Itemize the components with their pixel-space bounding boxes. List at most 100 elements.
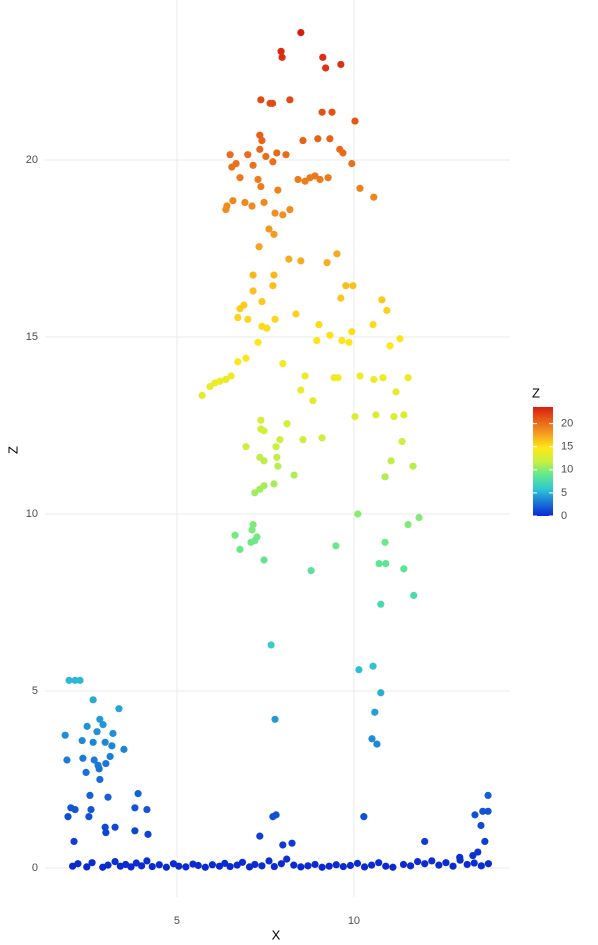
point (87, 805, 95, 814)
point (226, 151, 234, 159)
point (307, 567, 315, 575)
point (248, 526, 256, 534)
point (318, 434, 326, 442)
point (279, 359, 287, 368)
point (267, 641, 275, 649)
point (354, 510, 362, 518)
point (115, 705, 123, 713)
point (260, 556, 268, 564)
point (270, 862, 278, 871)
point (348, 328, 356, 336)
point (382, 559, 390, 568)
point (479, 807, 487, 815)
point (396, 335, 404, 343)
point (328, 108, 336, 116)
point (428, 857, 436, 865)
point (338, 336, 346, 345)
point (74, 860, 82, 868)
point (64, 813, 72, 821)
point (279, 211, 287, 219)
point (271, 209, 279, 217)
point (194, 861, 202, 870)
point (248, 202, 256, 210)
point (355, 666, 363, 674)
point (334, 374, 342, 382)
point (249, 161, 257, 169)
x-axis-title: X (272, 927, 281, 942)
point (83, 722, 91, 730)
point (309, 397, 317, 405)
point (111, 858, 119, 866)
point (93, 728, 101, 736)
point (378, 296, 386, 304)
point (324, 174, 332, 182)
point (134, 790, 142, 798)
point (65, 676, 73, 684)
point (254, 175, 262, 184)
point (348, 159, 356, 168)
point (318, 863, 326, 871)
point (270, 271, 278, 279)
point (337, 60, 345, 69)
point (99, 721, 107, 729)
point (353, 859, 362, 867)
point (299, 436, 307, 444)
x-tick-label: 10 (348, 915, 360, 927)
point (373, 740, 381, 748)
point (89, 696, 97, 704)
point (369, 321, 377, 329)
legend-title: Z (532, 385, 540, 400)
point (256, 485, 264, 493)
point (301, 177, 309, 185)
point (333, 250, 341, 258)
point (283, 855, 291, 863)
point (484, 791, 492, 800)
point (226, 862, 234, 871)
point (162, 863, 170, 871)
point (83, 863, 91, 871)
colorbar-label: 20 (561, 418, 573, 430)
point (349, 282, 357, 290)
point (236, 174, 244, 182)
point (78, 736, 86, 745)
point (370, 375, 378, 384)
point (304, 862, 312, 870)
point (368, 861, 376, 869)
point (236, 545, 244, 553)
point (271, 315, 279, 323)
point (398, 437, 406, 446)
point (76, 676, 84, 684)
point (155, 861, 163, 869)
point (351, 117, 359, 125)
point (222, 375, 230, 384)
point (370, 193, 378, 201)
point (381, 473, 389, 481)
point (273, 149, 281, 157)
point (290, 471, 298, 479)
point (215, 862, 224, 870)
point (381, 538, 389, 546)
point (234, 313, 242, 322)
point (277, 860, 285, 868)
point (131, 804, 139, 812)
point (233, 861, 241, 869)
point (260, 427, 268, 435)
point (101, 823, 109, 831)
colorbar-label: 10 (561, 464, 573, 476)
point (469, 851, 477, 860)
point (244, 151, 252, 159)
point (279, 841, 287, 849)
point (263, 324, 271, 332)
point (258, 862, 266, 870)
point (85, 813, 93, 821)
point (143, 857, 151, 865)
point (198, 391, 206, 400)
point (297, 386, 305, 394)
point (292, 310, 300, 318)
y-tick-label: 20 (26, 154, 38, 166)
point (71, 805, 79, 814)
point (227, 372, 235, 380)
point (274, 462, 282, 470)
point (390, 413, 398, 421)
point (247, 538, 255, 546)
